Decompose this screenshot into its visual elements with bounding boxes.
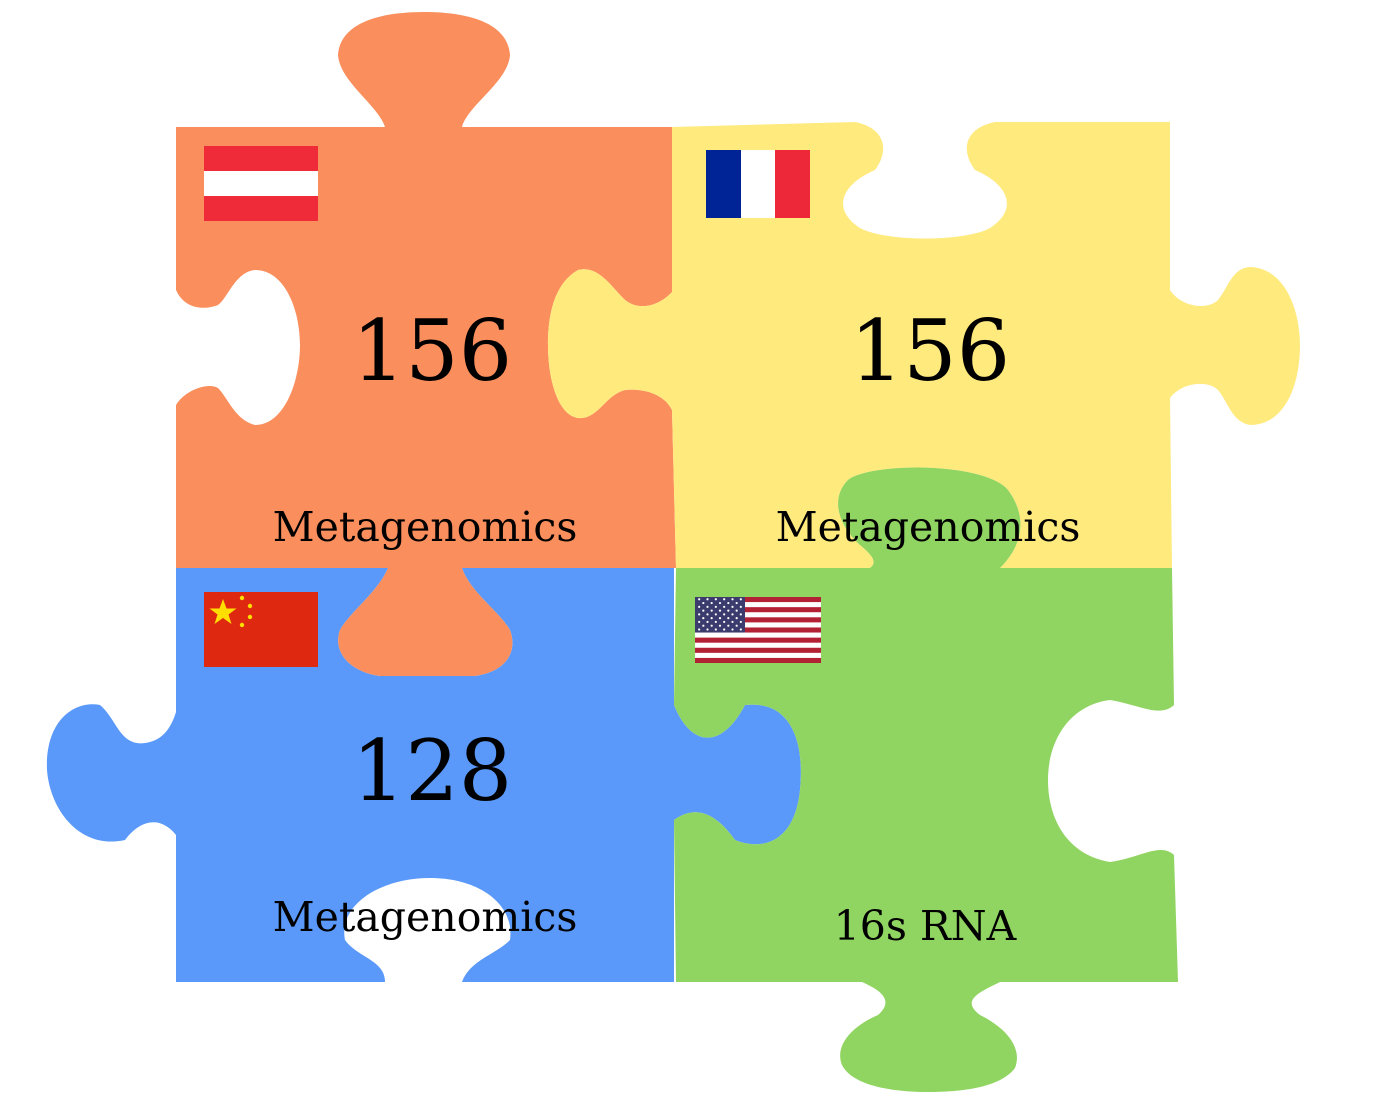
piece-orange-method: Metagenomics (273, 503, 578, 551)
piece-yellow-method: Metagenomics (776, 503, 1081, 551)
piece-orange-value: 156 (352, 302, 512, 400)
china-flag-icon (204, 592, 318, 667)
piece-blue-method: Metagenomics (273, 893, 578, 941)
usa-flag-icon (695, 597, 821, 663)
piece-green-method: 16s RNA (834, 902, 1018, 950)
puzzle-piece-yellow (548, 122, 1300, 568)
puzzle-piece-blue (46, 568, 801, 982)
piece-blue-value: 128 (352, 722, 512, 820)
france-flag-icon (706, 150, 810, 218)
piece-yellow-value: 156 (850, 302, 1010, 400)
austria-flag-icon (204, 146, 318, 221)
